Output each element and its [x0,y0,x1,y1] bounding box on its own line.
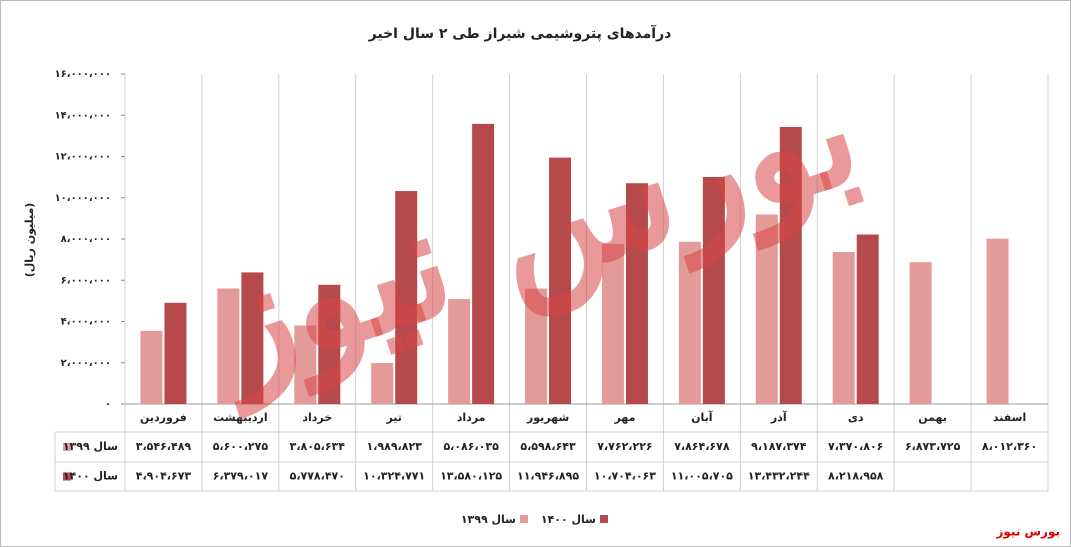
x-tick-label: آذر [770,410,787,424]
bar [164,302,187,404]
y-tick-label: ۰ [105,399,111,410]
bar [217,288,240,404]
bar [779,126,802,405]
data-table-cell: ۷،۸۶۴،۶۷۸ [674,440,730,453]
data-table-cell: ۱۰،۳۲۴،۷۷۱ [363,470,425,483]
bar [549,157,572,404]
y-tick-label: ۱۴،۰۰۰،۰۰۰ [55,110,111,121]
y-tick-label: ۲،۰۰۰،۰۰۰ [61,358,111,369]
bar [702,177,725,404]
table-series-name: سال ۱۴۰۰ [63,470,118,483]
data-table-cell: ۴،۹۰۴،۶۷۳ [136,470,192,483]
bar [472,123,495,405]
legend-swatch [600,515,608,523]
x-tick-label: شهریور [526,411,569,424]
data-table-cell: ۳،۸۰۵،۶۳۴ [290,440,346,453]
bar [625,183,648,404]
data-table-cell: ۷،۳۷۰،۸۰۶ [828,440,883,453]
y-axis-label: (میلیون ریال) [23,203,36,278]
bar [755,214,778,404]
x-tick-label: مرداد [457,411,486,424]
bar [986,238,1009,404]
bar [678,241,701,404]
y-tick-label: ۱۰،۰۰۰،۰۰۰ [55,193,111,204]
bar [395,191,418,404]
data-table-cell: ۳،۵۴۶،۴۸۹ [136,440,192,453]
data-table-cell: ۵،۰۸۶،۰۳۵ [443,440,499,453]
legend-label: سال ۱۳۹۹ [461,513,516,526]
x-tick-label: فروردین [140,411,187,424]
data-table-cell: ۵،۵۹۸،۶۴۳ [520,440,576,453]
bar [856,234,879,404]
bar [318,284,341,404]
bar [832,251,855,404]
legend-swatch [63,443,71,451]
y-tick-label: ۸،۰۰۰،۰۰۰ [61,234,111,245]
data-table-cell: ۶،۳۷۹،۰۱۷ [213,470,269,483]
x-tick-label: خرداد [302,411,332,424]
y-tick-label: ۱۶،۰۰۰،۰۰۰ [55,69,111,80]
data-table-cell: ۷،۷۶۲،۲۲۶ [597,440,652,453]
x-tick-label: اردیبهشت [213,411,267,424]
x-tick-label: اسفند [993,411,1026,424]
y-tick-label: ۴،۰۰۰،۰۰۰ [61,317,111,328]
bar [294,325,317,404]
x-tick-label: تیر [385,411,401,424]
bar [241,272,264,404]
chart-title: درآمدهای پتروشیمی شیراز طی ۲ سال اخیر [368,24,672,42]
table-series-name: سال ۱۳۹۹ [63,440,118,453]
footer: بورس نیوز [995,525,1060,540]
data-table-cell: ۱۳،۵۸۰،۱۲۵ [440,470,502,483]
x-tick-label: بهمن [918,411,947,424]
x-tick-label: مهر [613,411,635,424]
data-table-cell: ۸،۲۱۸،۹۵۸ [828,470,884,483]
data-table-cell: ۶،۸۷۳،۷۲۵ [905,440,961,453]
y-tick-label: ۱۲،۰۰۰،۰۰۰ [55,152,111,163]
data-table-cell: ۵،۷۷۸،۴۷۰ [290,470,345,483]
legend-swatch [63,472,71,481]
bar [140,330,163,404]
data-table-cell: ۸،۰۱۲،۳۶۰ [982,440,1037,453]
legend-label: سال ۱۴۰۰ [541,513,596,526]
data-table-cell: ۱،۹۸۹،۸۲۳ [367,440,423,453]
data-table-cell: ۵،۶۰۰،۲۷۵ [213,440,269,453]
x-tick-label: آبان [691,410,713,424]
bar [601,243,624,404]
bar [448,299,471,404]
bar [371,362,394,404]
data-table-cell: ۱۱،۰۰۵،۷۰۵ [671,470,733,483]
data-table-cell: ۱۱،۹۴۶،۸۹۵ [517,470,579,483]
legend-swatch [520,515,528,523]
data-table-cell: ۹،۱۸۷،۳۷۴ [751,440,807,453]
data-table-cell: ۱۳،۴۳۲،۲۴۴ [748,470,810,483]
bar [909,262,932,404]
bar [525,288,548,404]
data-table-cell: ۱۰،۷۰۴،۰۶۳ [594,470,656,483]
y-tick-label: ۶،۰۰۰،۰۰۰ [61,275,111,286]
x-tick-label: دی [848,411,864,424]
